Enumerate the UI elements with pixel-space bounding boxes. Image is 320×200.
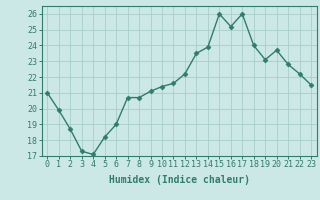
X-axis label: Humidex (Indice chaleur): Humidex (Indice chaleur) [109, 175, 250, 185]
